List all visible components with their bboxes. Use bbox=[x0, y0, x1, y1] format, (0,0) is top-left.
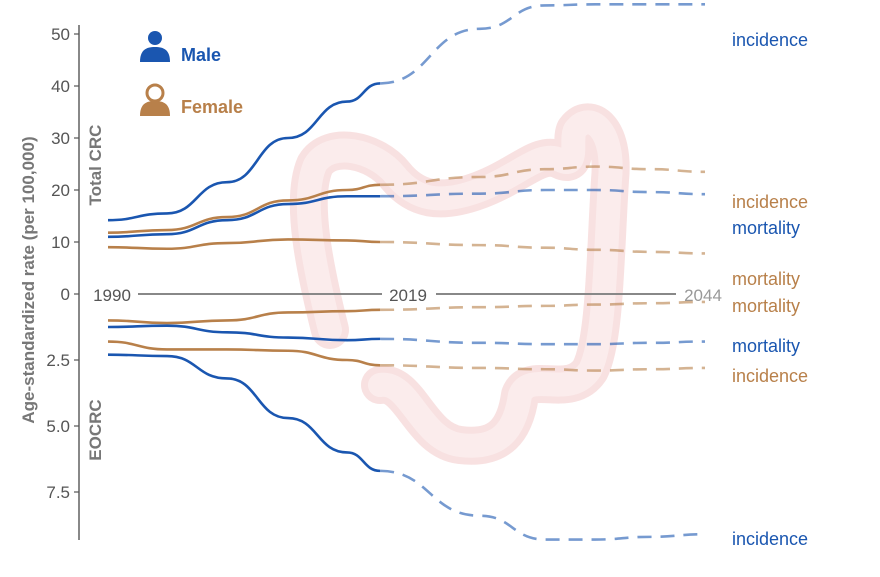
series-label-mortality: mortality bbox=[732, 296, 800, 316]
male-person-icon bbox=[140, 47, 170, 62]
eocrc-female-mortality-projected-line bbox=[379, 300, 706, 312]
y-tick-label: 5.0 bbox=[46, 417, 70, 436]
series-label-incidence: incidence bbox=[732, 30, 808, 50]
legend: Male Female bbox=[140, 31, 243, 117]
y-tick-label: 10 bbox=[51, 233, 70, 252]
y-tick-label: 20 bbox=[51, 181, 70, 200]
series-label-mortality: mortality bbox=[732, 218, 800, 238]
legend-label-female: Female bbox=[181, 97, 243, 117]
axes: 10 20 30 40 50 2.5 5.0 7.5 0 Total CRC EOCRC Age-st… bbox=[19, 25, 105, 540]
eocrc-male-incidence-observed-line bbox=[107, 353, 381, 473]
series-label-mortality: mortality bbox=[732, 336, 800, 356]
y-tick-label: 2.5 bbox=[46, 351, 70, 370]
panel-label-total-crc: Total CRC bbox=[86, 125, 105, 206]
series-group bbox=[107, 3, 706, 541]
eocrc-male-mortality-observed-line bbox=[107, 324, 381, 342]
total-crc-male-incidence-observed-line bbox=[107, 82, 381, 222]
total-crc-male-incidence-projected-line bbox=[379, 3, 705, 85]
timeline-year-label: 2044 bbox=[684, 286, 722, 305]
female-person-icon bbox=[145, 83, 165, 103]
eocrc-male-incidence-projected-line bbox=[379, 469, 706, 541]
eocrc-male-mortality-projected-line bbox=[379, 337, 706, 346]
series-label-incidence: incidence bbox=[732, 529, 808, 549]
total-crc-female-mortality-projected-line bbox=[379, 240, 706, 255]
total-crc-female-mortality-observed-line bbox=[107, 238, 381, 251]
series-label-mortality: mortality bbox=[732, 269, 800, 289]
timeline: 1990 2019 2044 bbox=[93, 286, 722, 305]
colon-illustration bbox=[289, 103, 630, 465]
male-person-icon bbox=[148, 31, 162, 45]
timeline-year-label: 1990 bbox=[93, 286, 131, 305]
y-tick-label: 30 bbox=[51, 129, 70, 148]
legend-label-male: Male bbox=[181, 45, 221, 65]
total-crc-male-mortality-observed-line bbox=[107, 194, 380, 239]
series-labels: incidence incidence mortality mortality mort… bbox=[732, 30, 808, 549]
eocrc-female-mortality-observed-line bbox=[107, 308, 381, 325]
total-crc-female-incidence-observed-line bbox=[107, 183, 381, 234]
y-tick-label: 50 bbox=[51, 25, 70, 44]
series-label-incidence: incidence bbox=[732, 192, 808, 212]
panel-label-eocrc: EOCRC bbox=[86, 399, 105, 460]
y-tick-label: 40 bbox=[51, 77, 70, 96]
eocrc-female-incidence-observed-line bbox=[107, 340, 381, 367]
y-axis-title: Age-standardized rate (per 100,000) bbox=[19, 136, 38, 423]
y-tick-label: 7.5 bbox=[46, 483, 70, 502]
female-person-icon bbox=[140, 101, 170, 116]
timeline-year-label: 2019 bbox=[389, 286, 427, 305]
y-tick-label: 0 bbox=[61, 285, 70, 304]
series-label-incidence: incidence bbox=[732, 366, 808, 386]
